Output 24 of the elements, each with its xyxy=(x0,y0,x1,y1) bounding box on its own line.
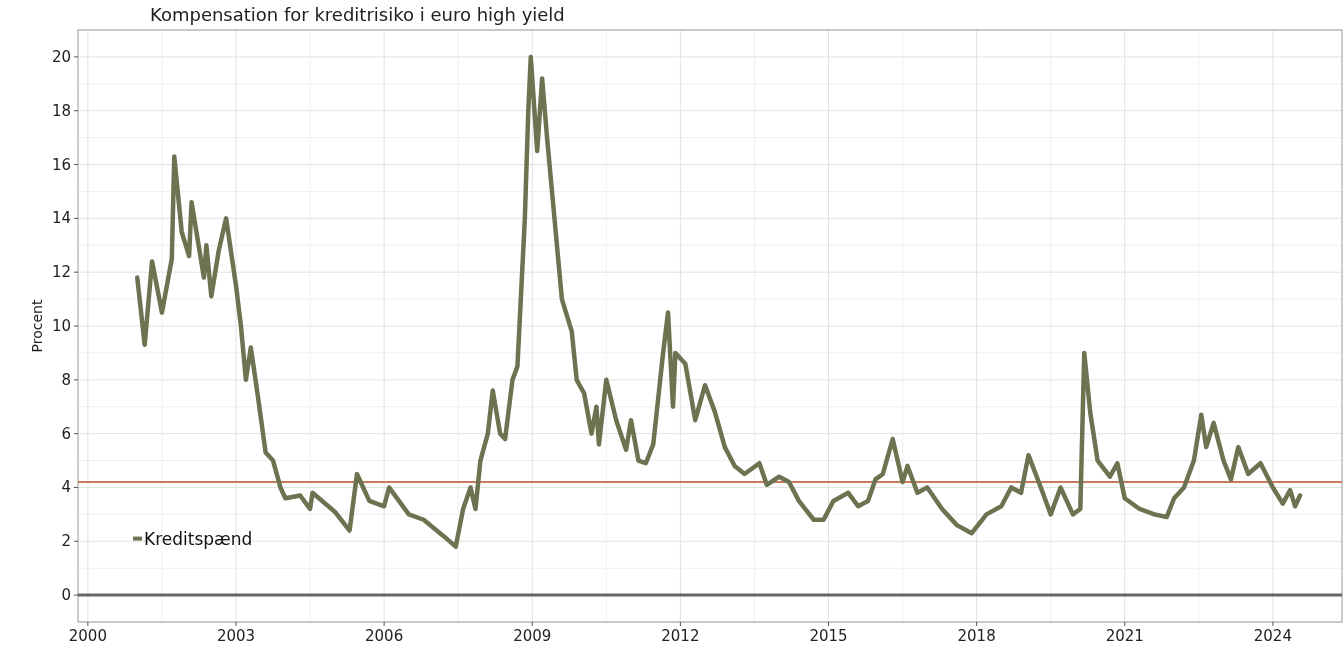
y-tick-label: 4 xyxy=(61,478,71,497)
y-tick-label: 14 xyxy=(51,209,71,228)
x-tick-label: 2009 xyxy=(513,627,552,645)
y-axis-title: Procent xyxy=(29,299,45,353)
y-tick-label: 12 xyxy=(51,263,71,282)
y-tick-label: 6 xyxy=(61,424,71,443)
x-tick-label: 2021 xyxy=(1105,627,1144,645)
x-tick-label: 2006 xyxy=(365,627,404,645)
y-tick-label: 20 xyxy=(51,47,71,66)
y-tick-label: 2 xyxy=(61,532,71,551)
legend-label: Kreditspænd xyxy=(144,528,253,549)
y-tick-label: 16 xyxy=(51,155,71,174)
y-tick-label: 10 xyxy=(51,317,71,335)
y-tick-label: 0 xyxy=(61,586,71,605)
y-tick-label: 8 xyxy=(61,370,71,389)
x-tick-label: 2012 xyxy=(661,627,700,645)
x-tick-label: 2003 xyxy=(216,627,256,645)
chart-title: Kompensation for kreditrisiko i euro high yield xyxy=(150,4,565,25)
x-tick-label: 2024 xyxy=(1253,627,1292,645)
x-tick-label: 2000 xyxy=(68,627,107,645)
line-series xyxy=(135,54,1303,549)
y-tick-label: 18 xyxy=(51,101,71,120)
x-tick-label: 2018 xyxy=(957,627,996,645)
x-tick-label: 2015 xyxy=(809,627,848,645)
